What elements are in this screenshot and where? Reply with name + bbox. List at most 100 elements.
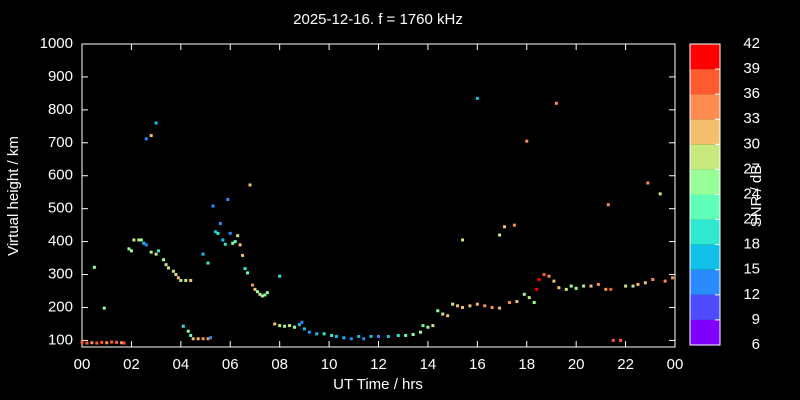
data-point: [292, 325, 296, 329]
colorbar-label: SNR / dB: [748, 165, 765, 228]
data-point: [154, 252, 158, 256]
y-tick-label: 1000: [40, 35, 73, 52]
data-point: [441, 312, 445, 316]
data-point: [557, 286, 561, 290]
data-point: [552, 279, 556, 283]
data-point: [512, 223, 516, 227]
colorbar-band: [690, 44, 720, 70]
data-point: [574, 286, 578, 290]
data-point: [238, 243, 242, 247]
y-axis-label: Virtual height / km: [5, 136, 22, 256]
data-point: [498, 233, 502, 237]
data-point: [564, 287, 568, 291]
data-point: [451, 302, 455, 306]
data-point: [421, 324, 425, 328]
data-point: [149, 250, 153, 254]
data-point: [216, 231, 220, 235]
y-tick-label: 900: [48, 68, 73, 85]
data-point: [596, 282, 600, 286]
data-point: [475, 96, 479, 100]
data-point: [258, 292, 262, 296]
data-point: [537, 277, 541, 281]
data-point: [273, 322, 277, 326]
data-point: [671, 276, 675, 280]
colorbar-band: [690, 119, 720, 145]
x-tick-label: 16: [469, 356, 486, 373]
colorbar-tick-label: 24: [743, 185, 760, 202]
colorbar-tick-label: 18: [743, 236, 760, 253]
data-point: [342, 336, 346, 340]
x-tick-label: 00: [74, 356, 91, 373]
colorbar-tick-label: 12: [743, 286, 760, 303]
colorbar-band: [690, 169, 720, 195]
data-point: [201, 252, 205, 256]
data-point: [490, 305, 494, 309]
data-point: [547, 274, 551, 278]
y-tick-label: 500: [48, 200, 73, 217]
data-point: [651, 277, 655, 281]
y-tick-label: 600: [48, 167, 73, 184]
colorbar-tick-label: 6: [752, 336, 760, 353]
data-point: [253, 287, 257, 291]
data-point: [226, 197, 230, 201]
colorbar-tick-label: 42: [743, 35, 760, 52]
data-point: [297, 323, 301, 327]
data-point: [189, 333, 193, 337]
data-point: [535, 287, 539, 291]
data-point: [386, 334, 390, 338]
data-point: [248, 183, 252, 187]
data-point: [211, 204, 215, 208]
chart-title: 2025-12-16. f = 1760 kHz: [293, 11, 463, 28]
y-tick-label: 100: [48, 331, 73, 348]
data-point: [300, 320, 304, 324]
data-point: [142, 241, 146, 245]
data-point: [174, 273, 178, 277]
data-point: [456, 304, 460, 308]
data-point: [120, 341, 124, 345]
data-point: [149, 134, 153, 138]
data-point: [260, 294, 264, 298]
data-point: [184, 278, 188, 282]
colorbar-tick-label: 9: [752, 311, 760, 328]
data-point: [515, 300, 519, 304]
x-tick-label: 08: [271, 356, 288, 373]
colorbar-band: [690, 219, 720, 245]
data-point: [483, 304, 487, 308]
data-point: [166, 266, 170, 270]
data-point: [246, 271, 250, 275]
data-point: [191, 337, 195, 341]
colorbar-band: [690, 144, 720, 170]
data-point: [283, 324, 287, 328]
data-point: [431, 324, 435, 328]
colorbar-band: [690, 244, 720, 270]
data-point: [503, 225, 507, 229]
data-point: [362, 337, 366, 341]
x-tick-label: 04: [172, 356, 189, 373]
data-point: [611, 338, 615, 342]
data-point: [527, 296, 531, 300]
data-point: [164, 263, 168, 267]
data-point: [609, 287, 613, 291]
data-point: [102, 306, 106, 310]
colorbar-band: [690, 69, 720, 95]
data-point: [522, 292, 526, 296]
data-point: [132, 238, 136, 242]
data-point: [349, 337, 353, 341]
colorbar-tick-label: 36: [743, 85, 760, 102]
data-point: [90, 341, 94, 345]
data-point: [404, 333, 408, 337]
data-point: [322, 332, 326, 336]
colorbar-tick-label: 27: [743, 160, 760, 177]
data-point: [221, 238, 225, 242]
data-point: [426, 325, 430, 329]
data-point: [154, 121, 158, 125]
data-point: [624, 284, 628, 288]
data-point: [475, 302, 479, 306]
colorbar-band: [690, 294, 720, 320]
data-point: [278, 274, 282, 278]
data-point: [206, 337, 210, 341]
data-point: [129, 249, 133, 253]
data-point: [302, 327, 306, 331]
data-point: [233, 240, 237, 244]
data-point: [631, 284, 635, 288]
